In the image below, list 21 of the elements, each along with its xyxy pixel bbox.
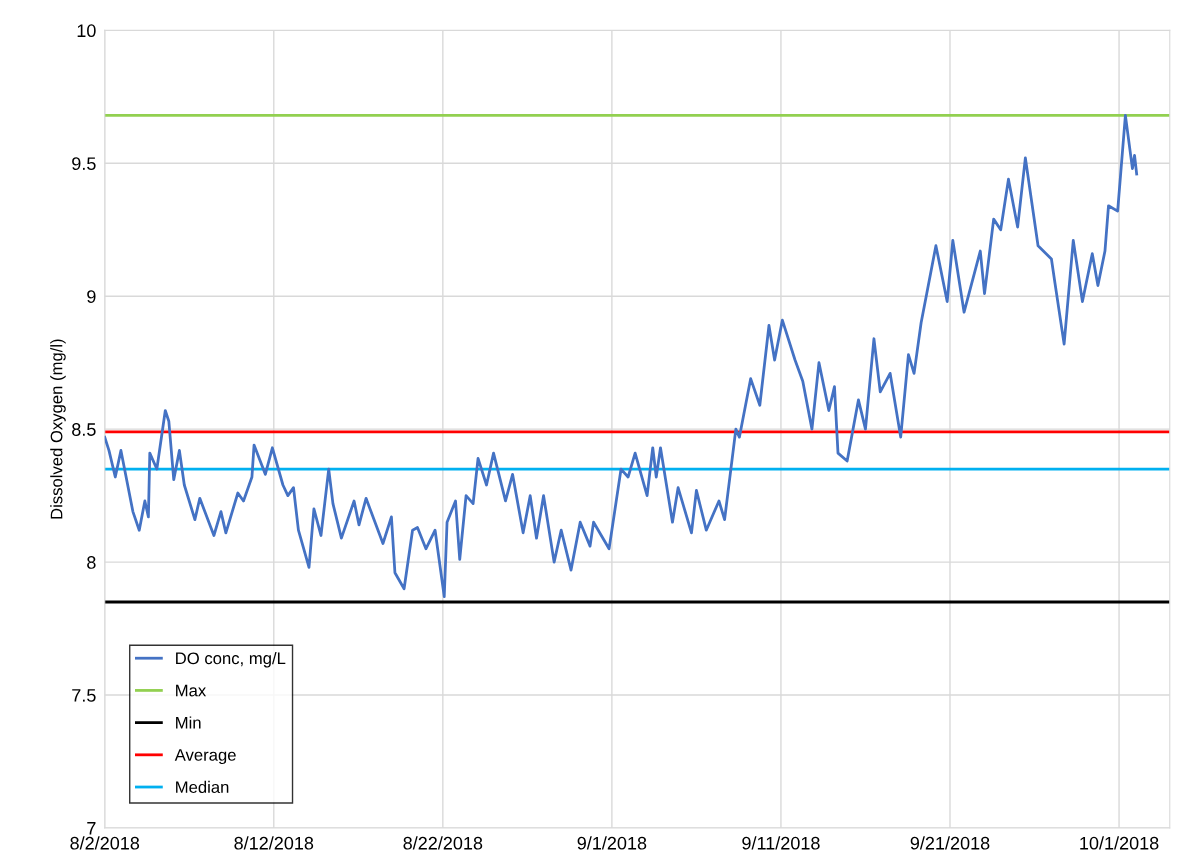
y-tick-label: 10 xyxy=(77,24,96,38)
x-tick-label: 9/1/2018 xyxy=(577,836,647,850)
legend-label: Median xyxy=(176,780,229,794)
legend-label: Min xyxy=(176,716,201,729)
legend-label: Max xyxy=(176,684,207,697)
x-tick-label: 10/1/2018 xyxy=(1080,836,1159,850)
y-axis-title: Dissolved Oxygen (mg/l) xyxy=(50,339,66,519)
x-tick-label: 8/22/2018 xyxy=(403,836,483,850)
legend-label: Average xyxy=(174,749,236,765)
x-tick-label: 9/11/2018 xyxy=(742,836,820,850)
x-tick-label: 8/2/2018 xyxy=(70,836,140,850)
x-tick-label: 9/21/2018 xyxy=(910,836,990,850)
y-tick-label: 8.5 xyxy=(72,423,96,436)
y-tick-label: 8 xyxy=(87,556,96,569)
legend-label: DO conc, mg/L xyxy=(176,651,286,668)
y-tick-label: 7 xyxy=(87,822,96,835)
y-tick-label: 7.5 xyxy=(72,689,96,702)
y-tick-label: 9 xyxy=(87,290,96,303)
y-tick-label: 9.5 xyxy=(72,157,96,171)
line-series xyxy=(104,114,1139,599)
x-tick-label: 8/12/2018 xyxy=(234,836,314,850)
